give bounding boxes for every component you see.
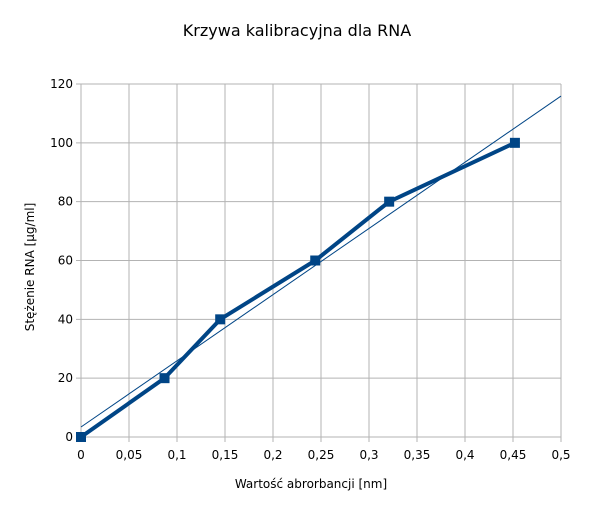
y-tick-label: 0 <box>65 430 73 444</box>
data-point-marker <box>384 196 395 207</box>
x-tick-label: 0,3 <box>359 448 378 462</box>
x-tick-label: 0,15 <box>212 448 239 462</box>
x-tick-label: 0,35 <box>404 448 431 462</box>
x-tick-label: 0,4 <box>455 448 474 462</box>
y-tick-label: 80 <box>58 195 73 209</box>
data-point-marker <box>215 314 226 325</box>
x-tick-label: 0,25 <box>308 448 335 462</box>
x-axis-ticks: 0 0,05 0,1 0,15 0,2 0,25 0,3 0,35 0,4 0,45 0,5 <box>77 448 570 462</box>
data-point-marker <box>310 255 321 266</box>
x-tick-label: 0,05 <box>116 448 143 462</box>
trendline-group <box>80 95 562 428</box>
data-point-marker <box>509 137 520 148</box>
chart-title: Krzywa kalibracyjna dla RNA <box>183 21 411 40</box>
x-tick-label: 0,2 <box>263 448 282 462</box>
y-tick-label: 120 <box>50 77 73 91</box>
x-tick-label: 0,5 <box>551 448 570 462</box>
data-point-marker <box>159 373 170 384</box>
x-tick-label: 0,1 <box>167 448 186 462</box>
x-axis-label: Wartość abrorbancji [nm] <box>235 477 387 491</box>
x-tick-label: 0,45 <box>500 448 527 462</box>
y-axis-label: Stężenie RNA [µg/ml] <box>23 203 37 332</box>
data-point-marker <box>76 432 86 442</box>
y-axis-ticks: 0 20 40 60 80 100 120 <box>50 77 73 444</box>
trendline <box>80 95 562 428</box>
y-tick-label: 20 <box>58 371 73 385</box>
series-group <box>76 137 520 442</box>
y-tick-label: 60 <box>58 254 73 268</box>
x-tick-label: 0 <box>77 448 85 462</box>
grid <box>76 83 562 442</box>
y-tick-label: 40 <box>58 312 73 326</box>
series-line <box>79 141 516 439</box>
y-tick-label: 100 <box>50 136 73 150</box>
